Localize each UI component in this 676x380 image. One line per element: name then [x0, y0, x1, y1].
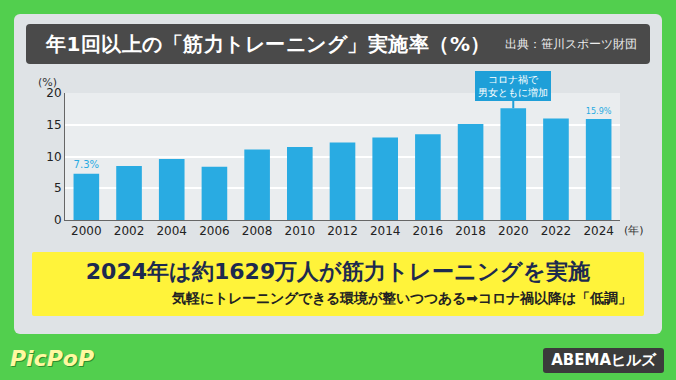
html-text:ABEMAヒルズ: ABEMAヒルズ [551, 351, 656, 369]
svg-text:2016: 2016 [413, 224, 444, 238]
svg-text:2006: 2006 [199, 224, 230, 238]
svg-text:コロナ禍で男女ともに増加: コロナ禍で男女ともに増加 [478, 74, 548, 98]
html-text:気軽にトレーニングできる環境が整いつつある➡コロナ禍以降は「: 気軽にトレーニングできる環境が整いつつある➡コロナ禍以降は「低調」 [172, 290, 632, 306]
html-text:出典：笹川スポーツ財団: 出典：笹川スポーツ財団 [505, 36, 637, 51]
svg-text:15.9%: 15.9% [586, 107, 612, 116]
svg-text:2012: 2012 [327, 224, 358, 238]
svg-text:(%): (%) [38, 76, 57, 89]
html-text:2024年は約1629万人が筋力トレーニングを実施: 2024年は約1629万人が筋力トレーニングを実施 [85, 259, 591, 284]
svg-text:7.3%: 7.3% [74, 159, 100, 170]
svg-text:0: 0 [54, 213, 62, 227]
svg-text:2022: 2022 [541, 224, 572, 238]
svg-text:20: 20 [46, 86, 61, 100]
svg-text:2002: 2002 [114, 224, 145, 238]
svg-text:2018: 2018 [455, 224, 486, 238]
svg-text:2004: 2004 [156, 224, 187, 238]
html-text:PicPoP: PicPoP [10, 346, 95, 371]
svg-text:15: 15 [46, 118, 61, 132]
svg-text:2014: 2014 [370, 224, 401, 238]
svg-text:5: 5 [54, 181, 62, 195]
svg-text:2010: 2010 [285, 224, 316, 238]
svg-text:2024: 2024 [583, 224, 614, 238]
svg-text:2000: 2000 [71, 224, 102, 238]
svg-text:(年): (年) [624, 224, 644, 237]
svg-text:10: 10 [46, 150, 61, 164]
svg-text:2008: 2008 [242, 224, 273, 238]
svg-text:2020: 2020 [498, 224, 529, 238]
html-text:年1回以上の「筋力トレーニング」実施率（%）: 年1回以上の「筋力トレーニング」実施率（%） [46, 31, 491, 56]
